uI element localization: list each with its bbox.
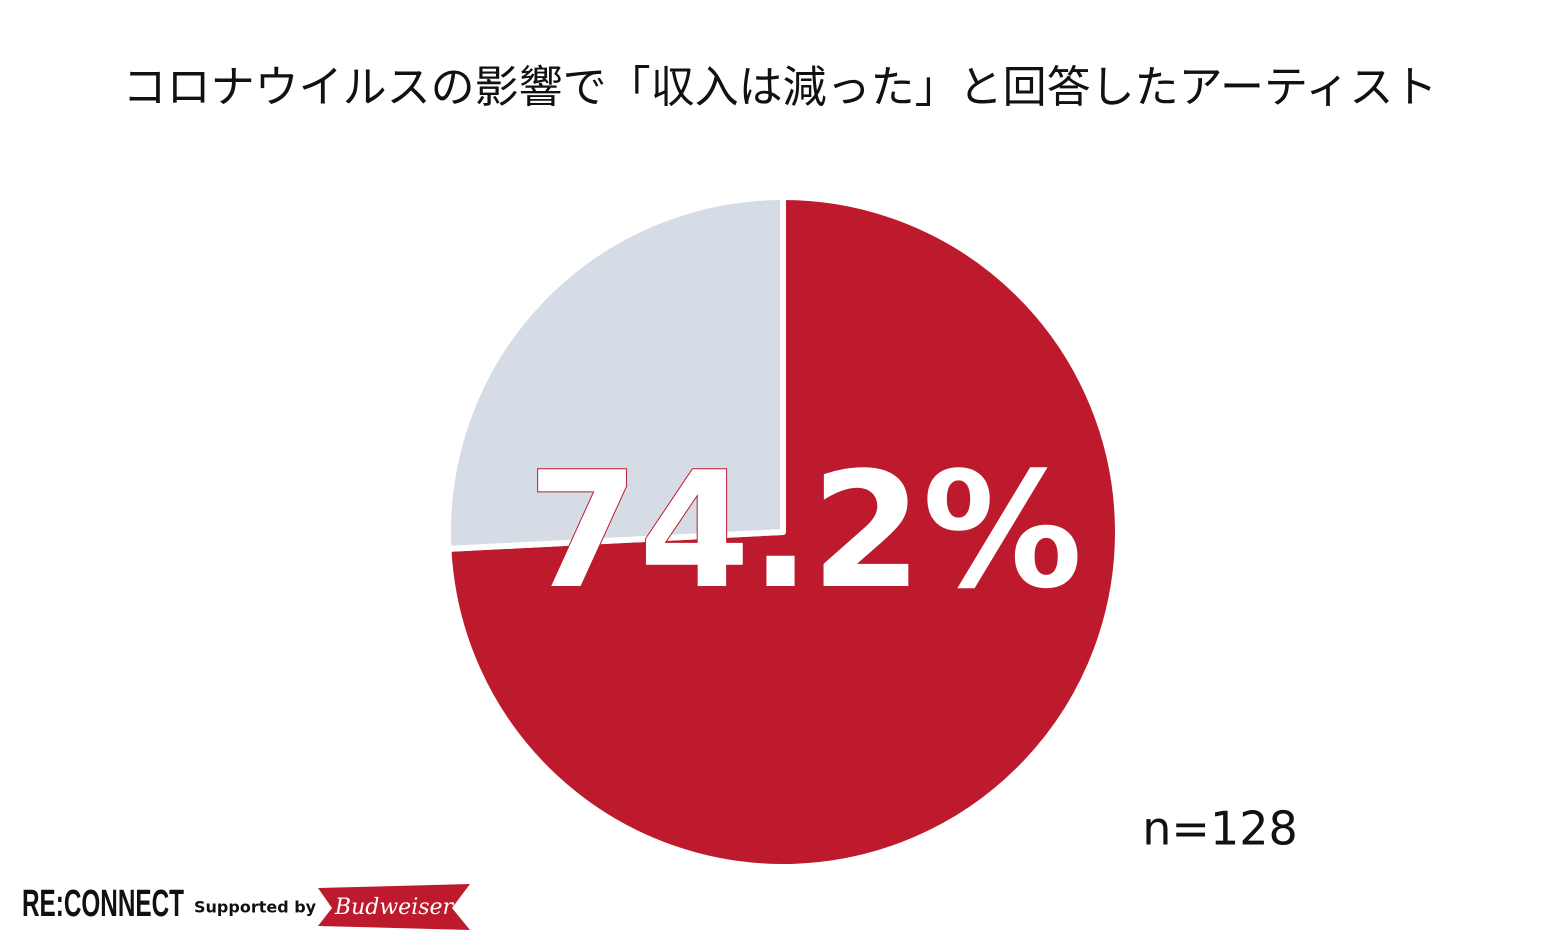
- value-label: 74.2%: [527, 437, 1082, 624]
- annotation: n=128: [1142, 802, 1298, 856]
- chart-title: コロナウイルスの影響で「収入は減った」と回答したアーティスト: [123, 62, 1438, 113]
- logo: RE:CONNECT: [22, 883, 184, 925]
- brand-text: Budweiser: [334, 895, 455, 920]
- pie: 74.2%: [445, 194, 1121, 870]
- brand-badge: [318, 884, 470, 930]
- pie-slice: [445, 194, 786, 552]
- supported-text: Supported by: [194, 898, 317, 917]
